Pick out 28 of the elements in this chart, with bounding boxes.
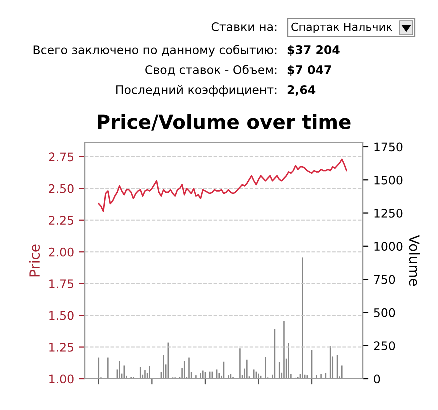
y2-tick-label: 500	[374, 308, 396, 318]
text: 2,64	[288, 85, 316, 96]
chart-title: Price/Volume over time	[98, 114, 351, 131]
text: Свод ставок - Объем:	[146, 65, 277, 76]
text: Всего заключено по данному событию:	[34, 45, 277, 57]
y-tick-label: 2.00	[49, 248, 74, 257]
y2-tick-label: 1750	[374, 142, 403, 152]
y2-tick-label: 0	[374, 374, 380, 384]
y-tick-label: 2.75	[49, 152, 74, 162]
y2-tick-label: 750	[374, 275, 396, 284]
y2-tick-label: 1250	[374, 208, 403, 218]
y2-tick-label: 1000	[374, 242, 403, 252]
y-tick-label: 2.50	[49, 184, 74, 194]
y-tick-label: 2.25	[49, 216, 74, 226]
y-tick-label: 1.25	[50, 343, 74, 352]
y2-axis-title: Volume	[409, 235, 420, 286]
y-tick-label: 1.75	[50, 280, 74, 288]
text: $37 204	[288, 45, 340, 56]
text: $7 047	[288, 65, 332, 76]
y-tick-label: 1.50	[50, 311, 74, 320]
y-axis-title: Price	[29, 244, 40, 277]
y2-tick-label: 1500	[374, 176, 403, 185]
text: Спартак Нальчик	[292, 22, 392, 34]
text: Последний коэффициент:	[116, 85, 277, 97]
line-series	[98, 158, 348, 212]
y-tick-label: 1.00	[50, 374, 74, 384]
y2-tick-label: 250	[374, 342, 396, 351]
text: Ставки на:	[212, 22, 277, 32]
